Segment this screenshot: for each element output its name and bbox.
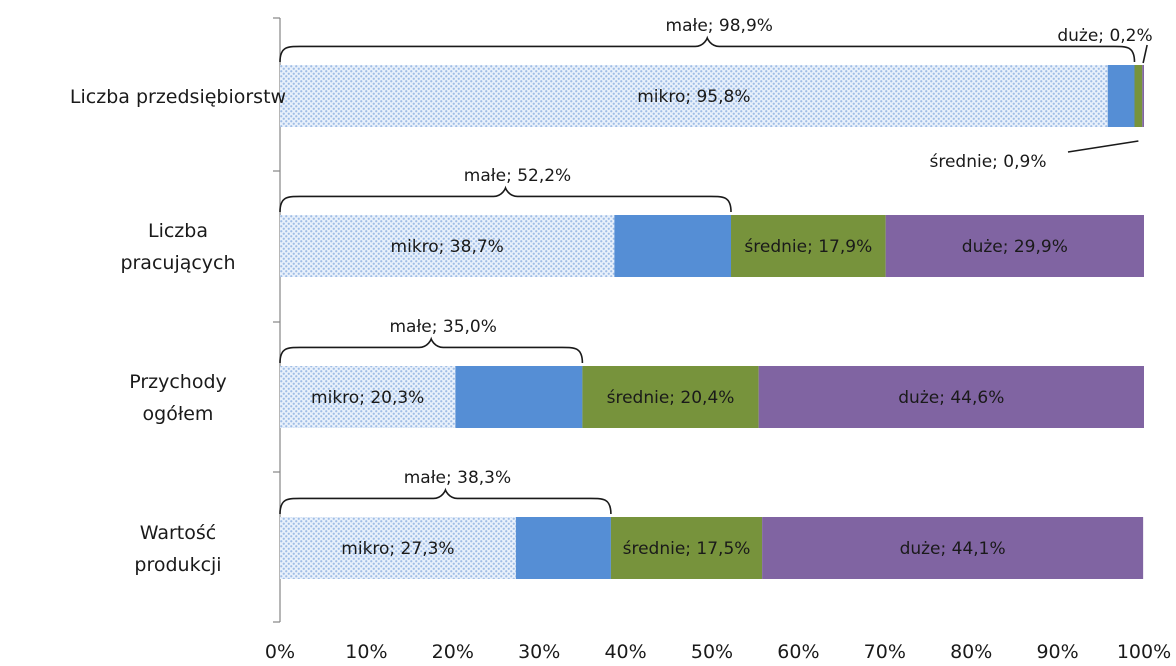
- brace-label: małe; 38,3%: [404, 468, 511, 488]
- bar-mikro: [280, 65, 1108, 127]
- category-label: produkcji: [134, 554, 221, 576]
- category-label: Przychody: [129, 371, 227, 393]
- category-label: ogółem: [143, 403, 214, 425]
- bar-średnie: [1134, 65, 1143, 127]
- category-label: Liczba przedsiębiorstw: [70, 86, 286, 108]
- callout-label-duze: duże; 0,2%: [1057, 26, 1152, 46]
- x-tick-label: 40%: [604, 641, 646, 663]
- data-label: mikro; 95,8%: [637, 87, 750, 107]
- data-label: duże; 44,1%: [900, 539, 1006, 559]
- callout-label-srednie: średnie; 0,9%: [930, 152, 1047, 172]
- x-tick-label: 10%: [345, 641, 387, 663]
- callout-leader-srednie: [1067, 140, 1139, 153]
- bar-średnie: [731, 215, 886, 277]
- bar-małe: [614, 215, 732, 277]
- brace-label: małe; 98,9%: [666, 16, 773, 36]
- data-label: mikro; 38,7%: [391, 237, 504, 257]
- x-tick-label: 80%: [950, 641, 992, 663]
- bar-małe: [515, 517, 611, 579]
- data-label: duże; 44,6%: [898, 388, 1004, 408]
- bar-średnie: [582, 366, 759, 428]
- x-tick-label: 0%: [265, 641, 295, 663]
- bar-mikro: [280, 215, 615, 277]
- x-tick-label: 60%: [777, 641, 819, 663]
- data-label: średnie; 17,5%: [623, 539, 751, 559]
- bar-małe: [1107, 65, 1135, 127]
- bar-duże: [762, 517, 1144, 579]
- brace-line: [279, 35, 1136, 63]
- bar-mikro: [280, 517, 516, 579]
- bar-duże: [758, 366, 1144, 428]
- category-label: Wartość: [140, 522, 216, 544]
- bar-mikro: [280, 366, 456, 428]
- category-label: pracujących: [120, 252, 235, 274]
- bar-duże: [1142, 65, 1144, 127]
- data-label: średnie; 20,4%: [607, 388, 735, 408]
- brace-line: [279, 336, 584, 364]
- x-tick-label: 70%: [864, 641, 906, 663]
- data-label: mikro; 27,3%: [341, 539, 454, 559]
- bar-średnie: [610, 517, 763, 579]
- data-label: średnie; 17,9%: [744, 237, 872, 257]
- x-tick-label: 90%: [1036, 641, 1078, 663]
- x-tick-label: 20%: [432, 641, 474, 663]
- bar-duże: [885, 215, 1144, 277]
- data-label: mikro; 20,3%: [311, 388, 424, 408]
- bar-małe: [455, 366, 583, 428]
- category-label: Liczba: [148, 220, 208, 242]
- x-tick-label: 100%: [1117, 641, 1171, 663]
- brace-label: małe; 35,0%: [389, 317, 496, 337]
- x-tick-label: 30%: [518, 641, 560, 663]
- data-label: duże; 29,9%: [962, 237, 1068, 257]
- brace-line: [279, 487, 612, 515]
- x-tick-label: 50%: [691, 641, 733, 663]
- brace-line: [279, 185, 732, 213]
- callout-leader-duze: [1142, 44, 1148, 64]
- brace-label: małe; 52,2%: [464, 166, 571, 186]
